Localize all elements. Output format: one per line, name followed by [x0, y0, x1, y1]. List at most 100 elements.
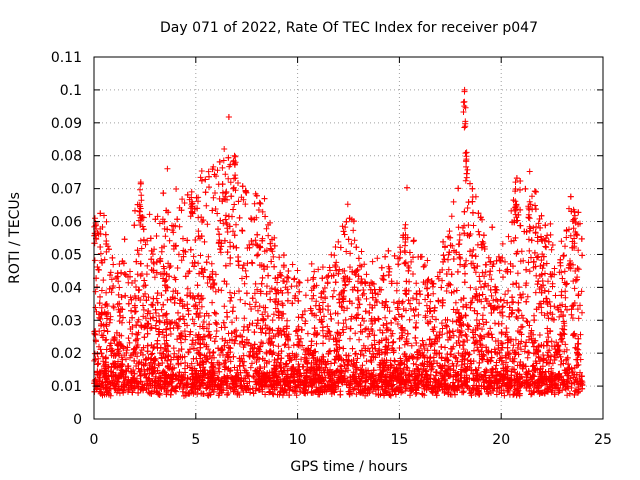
data-point	[488, 389, 494, 396]
data-point	[181, 200, 188, 206]
data-point	[95, 360, 102, 367]
data-point	[534, 388, 541, 395]
data-point	[427, 343, 434, 350]
data-point	[526, 247, 533, 254]
data-point	[205, 168, 212, 175]
data-point	[158, 248, 165, 255]
data-point	[140, 302, 146, 309]
data-point	[545, 278, 551, 285]
data-point	[556, 313, 563, 320]
data-point	[156, 362, 162, 369]
data-point	[337, 363, 344, 369]
data-point	[289, 350, 296, 357]
data-point	[190, 253, 197, 260]
data-point	[174, 336, 181, 343]
data-point	[131, 222, 138, 229]
data-point	[348, 240, 355, 247]
data-point	[524, 354, 531, 361]
data-point	[502, 258, 508, 265]
data-point	[246, 301, 253, 308]
data-point	[536, 332, 543, 338]
data-point	[106, 319, 113, 326]
data-point	[513, 313, 520, 320]
data-point	[574, 306, 581, 313]
data-point	[285, 289, 292, 296]
data-point	[231, 364, 238, 371]
data-point	[125, 335, 132, 342]
data-point	[284, 317, 291, 324]
data-point	[347, 250, 354, 257]
data-point	[535, 278, 542, 285]
data-point	[145, 389, 152, 396]
data-point	[116, 284, 123, 291]
data-point	[463, 257, 470, 264]
data-point	[204, 221, 211, 228]
data-point	[472, 269, 479, 276]
data-point	[510, 342, 517, 349]
data-point	[385, 247, 392, 254]
data-point	[496, 267, 503, 274]
data-point	[413, 280, 420, 287]
data-point	[553, 339, 560, 346]
data-point	[532, 202, 538, 209]
data-point	[179, 196, 186, 203]
data-point	[473, 293, 479, 300]
data-point	[457, 255, 464, 262]
data-point	[464, 337, 471, 344]
data-point	[338, 303, 345, 310]
data-point	[521, 348, 528, 355]
data-point	[520, 315, 527, 322]
data-point	[189, 316, 196, 323]
data-point	[514, 270, 521, 277]
data-point	[233, 315, 240, 322]
data-point	[178, 257, 185, 264]
data-point	[543, 260, 550, 267]
data-point	[141, 334, 148, 341]
data-point	[198, 303, 205, 310]
data-point	[485, 254, 492, 261]
data-point	[394, 321, 401, 327]
data-point	[327, 332, 334, 339]
data-point	[142, 241, 149, 248]
data-point	[577, 369, 583, 376]
data-point	[167, 319, 174, 326]
data-point	[385, 342, 392, 349]
data-point	[382, 314, 389, 321]
data-point	[452, 354, 459, 361]
data-point	[393, 287, 400, 294]
data-point	[166, 237, 173, 244]
data-point	[575, 266, 582, 273]
data-point	[520, 257, 527, 264]
data-point	[329, 293, 336, 300]
data-point	[230, 228, 236, 235]
data-point	[109, 254, 116, 261]
data-point	[470, 246, 477, 253]
data-point	[538, 309, 545, 316]
data-point	[562, 243, 568, 250]
data-point	[213, 328, 220, 334]
data-point	[210, 349, 217, 355]
data-point	[137, 237, 144, 244]
data-point	[257, 365, 264, 372]
data-point	[140, 306, 147, 313]
data-point	[481, 304, 488, 311]
data-point	[304, 330, 311, 337]
data-point	[135, 251, 142, 258]
data-point	[344, 305, 351, 312]
data-point	[175, 309, 181, 316]
data-point	[333, 259, 340, 266]
data-point	[347, 335, 353, 342]
data-point	[522, 282, 529, 289]
data-point	[561, 268, 568, 275]
data-point	[455, 224, 462, 231]
data-point	[412, 334, 419, 341]
data-point	[115, 358, 121, 365]
data-point	[465, 222, 472, 229]
data-point	[227, 358, 234, 365]
data-point	[288, 283, 295, 290]
data-point	[221, 303, 228, 310]
data-point	[103, 336, 110, 343]
data-point	[514, 315, 521, 322]
data-point	[294, 267, 301, 274]
data-point	[505, 233, 512, 240]
